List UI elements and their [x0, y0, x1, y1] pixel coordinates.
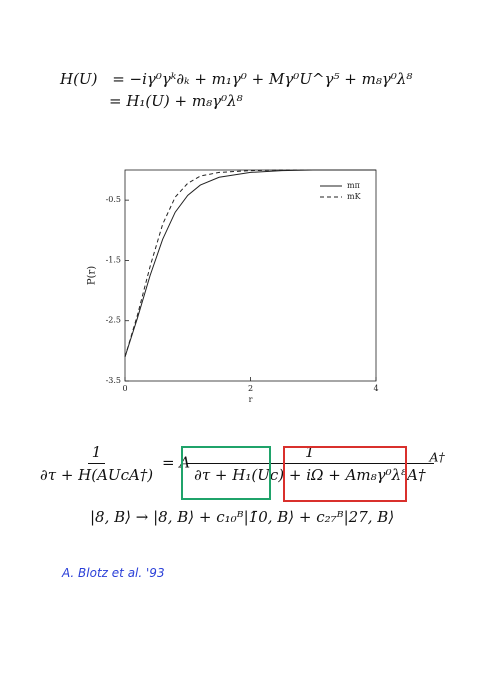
numerator: 1 — [186, 443, 434, 464]
x-tick-label: 4 — [373, 384, 378, 393]
equation-text: = H₁(U) + m₈γ⁰λ⁸ — [109, 92, 243, 110]
x-tick-label: 0 — [122, 384, 127, 393]
plot-frame — [124, 169, 377, 382]
highlight-box-red — [283, 446, 407, 502]
equation-text: H(U) — [60, 70, 98, 88]
equation-text: = A — [161, 453, 191, 472]
y-tick-label: -1.5 — [106, 255, 121, 264]
equation-line-3: |8, B⟩ → |8, B⟩ + c₁₀ᴮ|1̄0, B⟩ + c₂₇ᴮ|27… — [90, 508, 394, 526]
equation-propagator: 1 ∂τ + H(AUcA†) = A 1 ∂τ + H₁(Uc) + iΩ +… — [36, 443, 445, 484]
equation-line-1: H(U) = −iγ⁰γᵏ∂ₖ + m₁γ⁰ + Mγ⁰U^γ⁵ + m₈γ⁰λ… — [60, 70, 412, 88]
equation-line-2: = H₁(U) + m₈γ⁰λ⁸ — [109, 92, 243, 110]
legend-label: mπ — [347, 181, 360, 190]
highlight-box-green — [181, 446, 271, 500]
equation-text: iΩ + Am₈γ⁰λ⁸A† — [306, 466, 426, 484]
y-tick-label: -2.5 — [106, 316, 121, 325]
equation-text: A† — [429, 449, 445, 465]
fraction: 1 ∂τ + H(AUcA†) — [36, 443, 157, 484]
numerator: 1 — [87, 443, 106, 464]
y-axis-label: P(r) — [87, 266, 98, 285]
x-tick-label: 2 — [248, 384, 253, 393]
equation-text: |8, B⟩ → |8, B⟩ + c₁₀ᴮ|1̄0, B⟩ + c₂₇ᴮ|27… — [90, 508, 395, 526]
y-tick-label: -0.5 — [106, 195, 121, 204]
handwritten-note: A. Blotz et al. '93 — [62, 566, 165, 580]
denominator: ∂τ + H₁(Uc) + iΩ + Am₈γ⁰λ⁸A† — [190, 464, 429, 484]
x-axis-label: r — [249, 395, 253, 404]
denominator: ∂τ + H(AUcA†) — [40, 466, 154, 484]
data-line — [124, 169, 376, 358]
equation-text: ∂τ + H₁(Uc) — [194, 466, 285, 484]
fraction: 1 ∂τ + H₁(Uc) + iΩ + Am₈γ⁰λ⁸A† — [186, 443, 434, 484]
equation-text: + — [288, 466, 302, 484]
legend-label: mK — [347, 192, 362, 201]
y-tick-label: -3.5 — [106, 376, 121, 385]
equation-text: = −iγ⁰γᵏ∂ₖ + m₁γ⁰ + Mγ⁰U^γ⁵ + m₈γ⁰λ⁸ — [112, 70, 413, 88]
data-line — [124, 169, 376, 358]
